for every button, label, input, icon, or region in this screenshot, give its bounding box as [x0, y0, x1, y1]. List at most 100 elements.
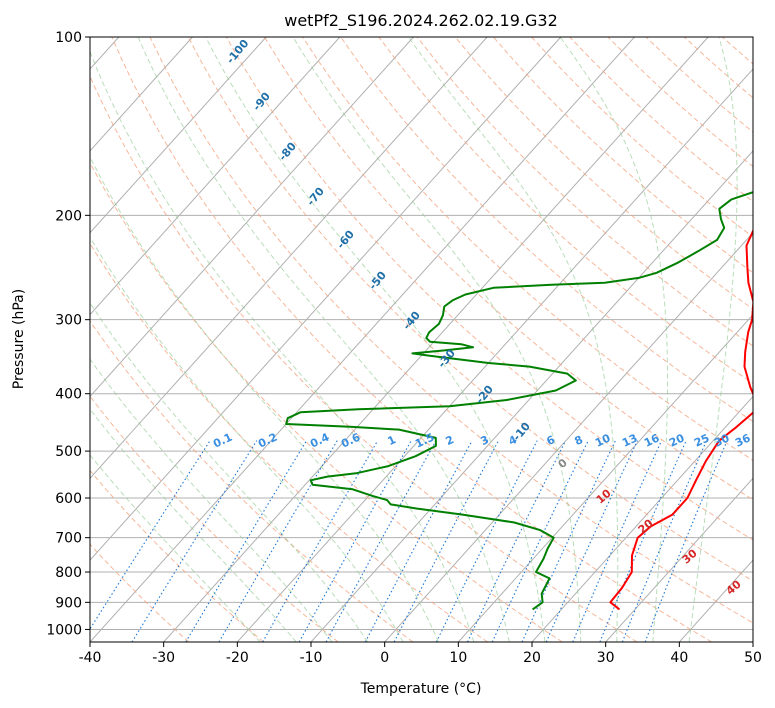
dry-adiabat [683, 37, 753, 99]
y-tick-label: 700 [55, 531, 82, 547]
y-axis-ticks: 100 200 300 400 500 600 700 800 900 1000 [46, 30, 90, 638]
moist-adiabat [90, 454, 261, 642]
dry-adiabat [90, 242, 488, 642]
isotherm [236, 68, 753, 642]
mixing-ratio-label: 36 [733, 431, 753, 449]
x-axis-label: Temperature (°C) [360, 681, 482, 697]
moist-adiabat-label: 40 [724, 577, 744, 597]
y-tick-label: 1000 [46, 622, 82, 638]
x-tick-label: -40 [79, 650, 102, 666]
dry-adiabat [90, 75, 638, 642]
moist-adiabat [292, 37, 582, 642]
mixing-ratio-line [545, 440, 638, 642]
isotherm [384, 231, 753, 642]
mixing-ratio-label: 10 [593, 431, 613, 449]
mixing-ratio-label: 25 [692, 431, 711, 449]
dry-adiabat [302, 37, 753, 461]
dry-adiabat [90, 543, 190, 642]
moist-adiabat [407, 37, 619, 642]
temperature-line [609, 228, 753, 611]
dry-adiabat-label: -40 [400, 309, 423, 333]
dry-adiabats [90, 37, 775, 642]
y-tick-label: 200 [55, 208, 82, 224]
moist-adiabat [90, 358, 333, 642]
plot-area: -100-90-80-70-60-50-40-30-20-100.1 0.2 0.4… [90, 37, 775, 642]
isotherm [310, 150, 753, 642]
isotherm [163, 37, 709, 642]
dry-adiabat-label: -100 [224, 37, 252, 67]
moist-adiabat-label: 10 [594, 486, 614, 506]
dry-adiabat [90, 161, 563, 642]
mixing-ratio-label: 30 [712, 431, 732, 449]
mixing-ratio-label: 1 [386, 433, 398, 448]
moist-adiabat [90, 408, 297, 642]
dry-adiabat [149, 37, 753, 624]
dry-adiabat [90, 320, 414, 642]
isotherm [531, 395, 753, 642]
x-tick-label: 50 [744, 650, 762, 666]
dry-adiabat-label: -70 [304, 185, 327, 209]
isotherm [90, 37, 635, 642]
y-tick-label: 600 [55, 491, 82, 507]
y-tick-label: 300 [55, 313, 82, 329]
dry-adiabat [90, 395, 339, 642]
x-tick-label: -10 [300, 650, 323, 666]
dry-adiabat [225, 37, 753, 541]
x-tick-label: 0 [380, 650, 389, 666]
isotherm [605, 477, 753, 642]
dry-adiabat [187, 37, 753, 582]
mixing-ratio-label: 2 [444, 433, 456, 448]
mixing-ratio-label: 8 [573, 433, 585, 448]
dry-adiabat [90, 469, 264, 642]
isopleth-labels: -100-90-80-70-60-50-40-30-20-100.1 0.2 0.4… [211, 37, 753, 598]
y-tick-label: 500 [55, 444, 82, 460]
mixing-ratio-line [599, 440, 687, 642]
mixing-ratio-label: 13 [620, 431, 639, 449]
x-tick-label: 10 [449, 650, 467, 666]
x-axis-ticks: -40 -30 -20 -10 0 10 20 30 40 50 [79, 642, 762, 666]
dry-adiabat [645, 37, 753, 133]
mixing-ratio-lines [90, 440, 728, 642]
isotherm [90, 37, 193, 152]
x-tick-label: 30 [597, 650, 615, 666]
isotherm [457, 313, 753, 642]
mixing-ratio-label: 6 [545, 433, 558, 448]
mixing-ratio-label: 0.4 [308, 430, 331, 450]
mixing-ratio-line [218, 440, 338, 642]
dry-adiabat [264, 37, 753, 501]
mixing-ratio-line [298, 440, 412, 642]
x-tick-label: 20 [523, 650, 541, 666]
y-tick-label: 900 [55, 595, 82, 611]
isotherm [90, 37, 267, 234]
moist-adiabat [90, 236, 404, 642]
x-tick-label: 40 [670, 650, 688, 666]
y-axis-label: Pressure (hPa) [11, 289, 27, 389]
isotherm [752, 641, 753, 642]
moist-adiabat [90, 302, 369, 642]
moist-adiabat [137, 37, 510, 642]
chart-title: wetPf2_S196.2024.262.02.19.G32 [284, 11, 558, 31]
dry-adiabat [416, 37, 753, 347]
mixing-ratio-line [131, 440, 258, 642]
mixing-ratio-line [467, 440, 567, 642]
y-tick-label: 800 [55, 565, 82, 581]
mixing-ratio-line [393, 440, 500, 642]
moist-adiabat-label: 30 [680, 546, 700, 566]
mixing-ratio-label: 0.1 [211, 431, 234, 451]
mixing-ratio-line [262, 440, 379, 642]
mixing-ratio-label: 3 [479, 433, 491, 448]
mixing-ratio-line [491, 440, 589, 642]
y-tick-label: 400 [55, 387, 82, 403]
dry-adiabat [761, 37, 775, 642]
isotherm [90, 37, 562, 561]
plot-frame [89, 36, 754, 643]
dry-adiabat [531, 37, 753, 238]
dewpoint-line [285, 191, 753, 611]
mixing-ratio-line [90, 440, 211, 630]
moist-adiabat [688, 37, 738, 642]
dry-adiabat [378, 37, 753, 385]
mixing-ratio-label: 0.2 [256, 431, 279, 451]
mixing-ratio-label: 16 [642, 431, 662, 449]
dry-adiabat [340, 37, 753, 423]
